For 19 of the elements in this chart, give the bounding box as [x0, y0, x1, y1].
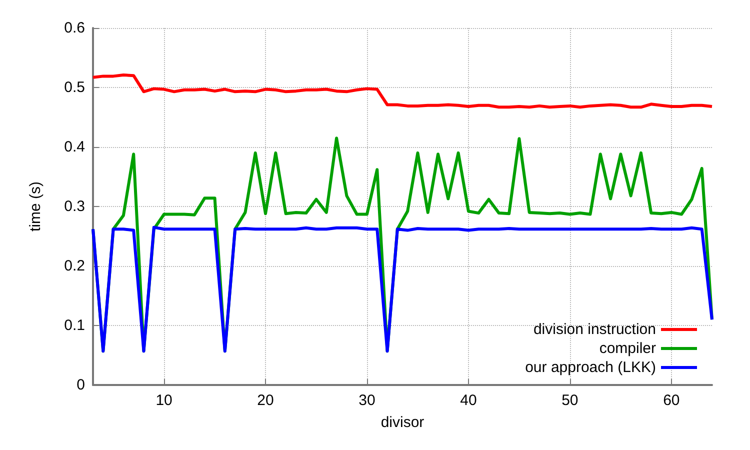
legend-label: division instruction [533, 321, 656, 338]
y-tick-label: 0.3 [64, 198, 85, 215]
x-axis-title: divisor [380, 414, 424, 431]
y-tick-label: 0.4 [64, 138, 85, 156]
x-tick-label: 60 [663, 392, 680, 409]
line-series [92, 74, 714, 109]
x-tick-label: 50 [562, 392, 578, 409]
x-tick-label: 10 [156, 392, 172, 409]
y-tick-label: 0 [76, 376, 85, 394]
y-tick-label: 0.6 [64, 20, 85, 36]
legend-label: compiler [599, 340, 656, 357]
y-tick-label: 0.5 [64, 79, 85, 96]
y-axis-title: time (s) [27, 182, 44, 232]
legend-label: our approach (LKK) [525, 359, 656, 376]
x-tick-label: 40 [460, 392, 477, 409]
y-tick-label: 0.2 [64, 258, 85, 274]
x-tick-label: 30 [358, 392, 376, 409]
x-tick-label: 20 [257, 392, 274, 409]
y-tick-label: 0.1 [64, 317, 85, 334]
